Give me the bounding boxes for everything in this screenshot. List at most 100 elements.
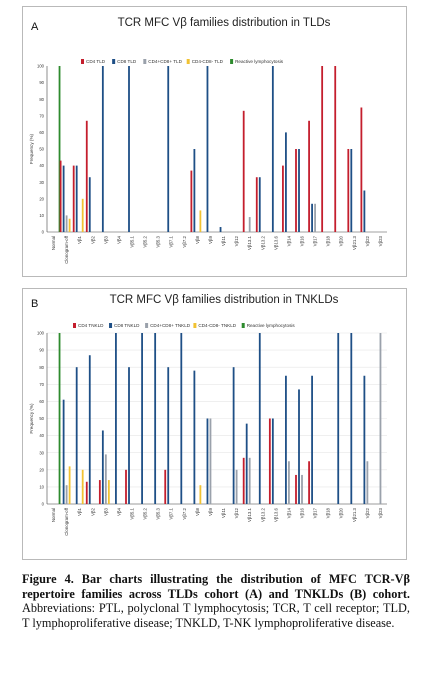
chart-b-bar [81, 469, 84, 504]
chart-b-legend-item: CD4 TNKLD [73, 323, 104, 328]
chart-b-xtick-label: Vβ14 [286, 507, 291, 518]
chart-a-xtick-label: Vβ5.1 [130, 235, 135, 247]
chart-a-ytick-label: 90 [39, 80, 44, 85]
chart-a-xtick-label: Vβ21.3 [352, 235, 357, 250]
chart-b-bar [65, 485, 68, 504]
chart-a-bar [347, 149, 350, 232]
chart-b-xtick-label: Vβ20 [339, 507, 344, 518]
chart-a-bar [206, 66, 209, 232]
chart-b-bar [115, 333, 117, 504]
chart-b-title: TCR MFC Vβ families distribution in TNKL… [110, 294, 339, 306]
chart-a-bar [199, 210, 202, 232]
chart-b-bar [167, 367, 170, 504]
chart-a-ytick-label: 30 [39, 180, 44, 185]
figure-caption: Figure 4. Bar charts illustrating the di… [22, 572, 410, 630]
chart-b-bar [164, 469, 167, 504]
chart-b-legend-label: CD4-CD8- TNKLD [198, 323, 236, 328]
chart-a-xtick-label: Vβ17 [313, 235, 318, 246]
chart-a-xtick-label: Vβ8 [195, 235, 200, 243]
chart-a-legend-swatch [186, 59, 190, 64]
chart-b-xtick-label: Vβ21.3 [352, 507, 357, 522]
chart-b-bar [141, 333, 143, 504]
chart-b-bar [298, 389, 300, 504]
chart-a-xtick-label: Vβ11 [221, 235, 226, 246]
chart-b-xtick-label: Vβ11 [221, 507, 226, 518]
chart-b-bar [311, 375, 313, 504]
chart-a-bar [75, 165, 78, 232]
chart-b-ytick-label: 10 [39, 485, 44, 490]
chart-b-bar [101, 430, 104, 504]
chart-b-xtick-label: Vβ7.1 [169, 507, 174, 519]
chart-b-ytick-label: 60 [39, 399, 44, 404]
chart-b-ytick-label: 40 [39, 433, 44, 438]
chart-a-ytick-label: 50 [39, 147, 44, 152]
chart-b-legend-item: CD4+CD8+ TNKLD [145, 323, 191, 328]
chart-b-bar [363, 375, 366, 504]
chart-a-xtick-label: Vβ22 [365, 235, 370, 246]
chart-b-bar [199, 485, 202, 504]
chart-a-bar [68, 218, 71, 232]
chart-a-legend-swatch [143, 59, 147, 64]
chart-b-legend-item: CD4-CD8- TNKLD [193, 323, 237, 328]
chart-b-bar [85, 481, 88, 504]
chart-b-xtick-label: Vβ5.3 [156, 507, 161, 519]
chart-a-bar [298, 149, 300, 232]
chart-a-legend-item: CD4-CD8- TLD [186, 59, 224, 64]
chart-a-bar [62, 165, 65, 232]
chart-b-xtick-label: Vβ13.2 [260, 507, 265, 522]
chart-a-ylabel: Frequency (%) [29, 133, 34, 164]
chart-a-xtick-label: Vβ16 [300, 235, 305, 246]
chart-b-bar [58, 333, 61, 504]
chart-b-bar [125, 469, 127, 504]
chart-a-xtick-label: Vβ14 [286, 235, 291, 246]
chart-b-ytick-label: 100 [37, 331, 45, 336]
chart-b-ytick-label: 80 [39, 365, 44, 370]
chart-b-ytick-label: 20 [39, 467, 44, 472]
chart-b-bar [366, 461, 369, 504]
chart-b-xtick-label: Vβ2 [90, 507, 95, 515]
chart-a-bar [334, 66, 337, 232]
chart-b-bar [337, 333, 340, 504]
chart-b-legend-item: Reactive lymphocytosis [241, 323, 295, 328]
chart-b-legend-swatch [109, 323, 113, 328]
chart-a-bar [190, 170, 193, 232]
chart-a-legend-swatch [230, 59, 234, 64]
chart-b-bar [285, 375, 287, 504]
chart-b-xtick-label: Vβ9 [208, 507, 213, 515]
chart-a-bar [314, 203, 316, 232]
chart-a-bar [167, 66, 170, 232]
chart-a-bar [72, 165, 75, 232]
chart-a-xtick-label: Vβ7.1 [169, 235, 174, 247]
chart-a-svg: A TCR MFC Vβ families distribution in TLD… [29, 17, 387, 264]
chart-b-xtick-label: Vβ18 [326, 507, 331, 518]
chart-a-title: TCR MFC Vβ families distribution in TLDs [118, 17, 331, 29]
chart-b-legend-swatch [193, 323, 197, 328]
chart-a-bar [85, 120, 88, 232]
chart-b-legend-label: CD4+CD8+ TNKLD [150, 323, 191, 328]
chart-a-xtick-label: Vβ20 [339, 235, 344, 246]
chart-b-legend-label: CD8 TNKLD [114, 323, 140, 328]
chart-a-legend-item: CD4+CD8+ TLD [143, 59, 183, 64]
chart-a-bar [321, 66, 324, 232]
chart-a-legend-label: Reactive lymphocytosis [235, 59, 284, 64]
chart-b-bar [209, 418, 212, 504]
chart-b-ylabel: Frequency (%) [29, 403, 34, 434]
chart-b-svg: B TCR MFC Vβ families distribution in TNK… [29, 294, 387, 536]
chart-a-bar [360, 107, 363, 232]
chart-a-bar [285, 132, 287, 232]
chart-b-bar [301, 474, 303, 504]
chart-a-xtick-label: Vβ3 [103, 235, 108, 243]
chart-b-bar [242, 457, 245, 504]
chart-a-bar [65, 215, 68, 232]
caption-rest: Abbreviations: PTL, polyclonal T lymphoc… [22, 601, 410, 630]
chart-a-xtick-label: Vβ4 [116, 235, 121, 243]
chart-b-ytick-label: 50 [39, 416, 44, 421]
chart-a-bar [58, 66, 61, 232]
chart-b-bar [107, 480, 110, 504]
chart-b-bar [68, 466, 71, 504]
chart-b-xtick-label: Vβ12 [234, 507, 239, 518]
chart-a-ytick-label: 70 [39, 113, 44, 118]
chart-b-bar [128, 367, 130, 504]
chart-a-xtick-label: Vβ13.2 [260, 235, 265, 250]
chart-b-panel-letter: B [31, 298, 38, 310]
